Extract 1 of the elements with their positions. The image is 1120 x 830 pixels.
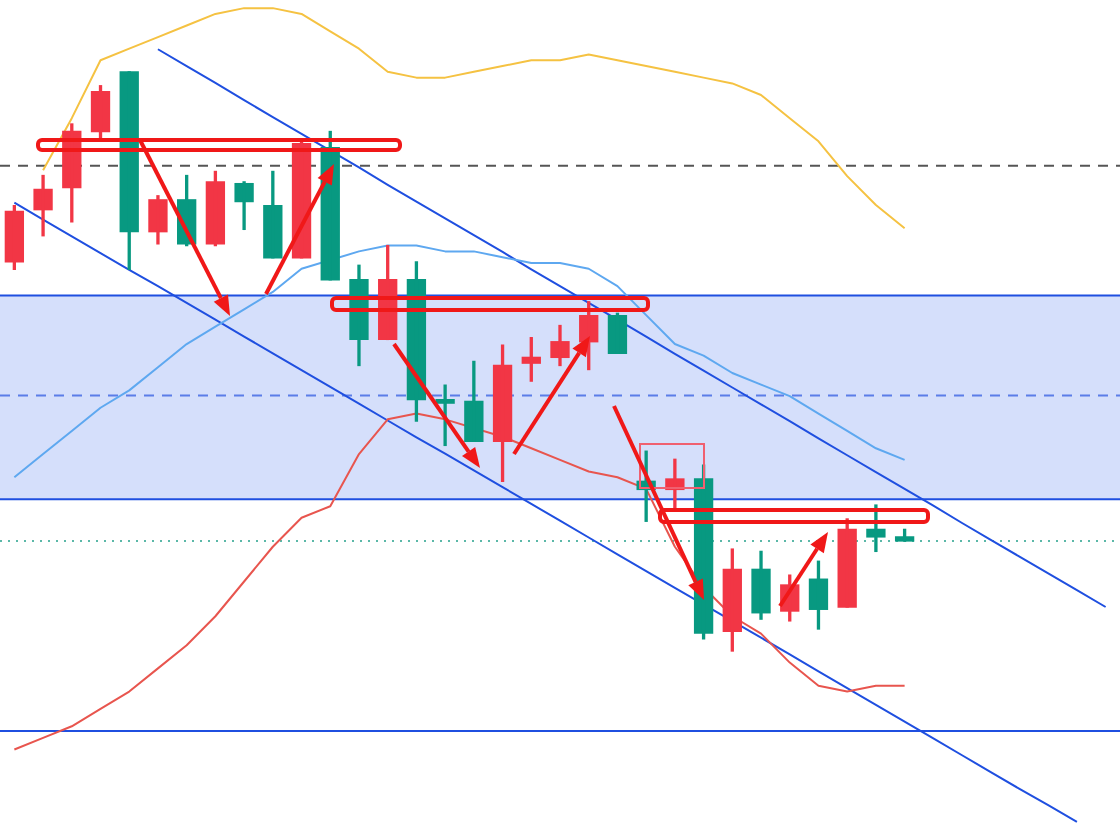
candlestick bbox=[894, 528, 915, 542]
